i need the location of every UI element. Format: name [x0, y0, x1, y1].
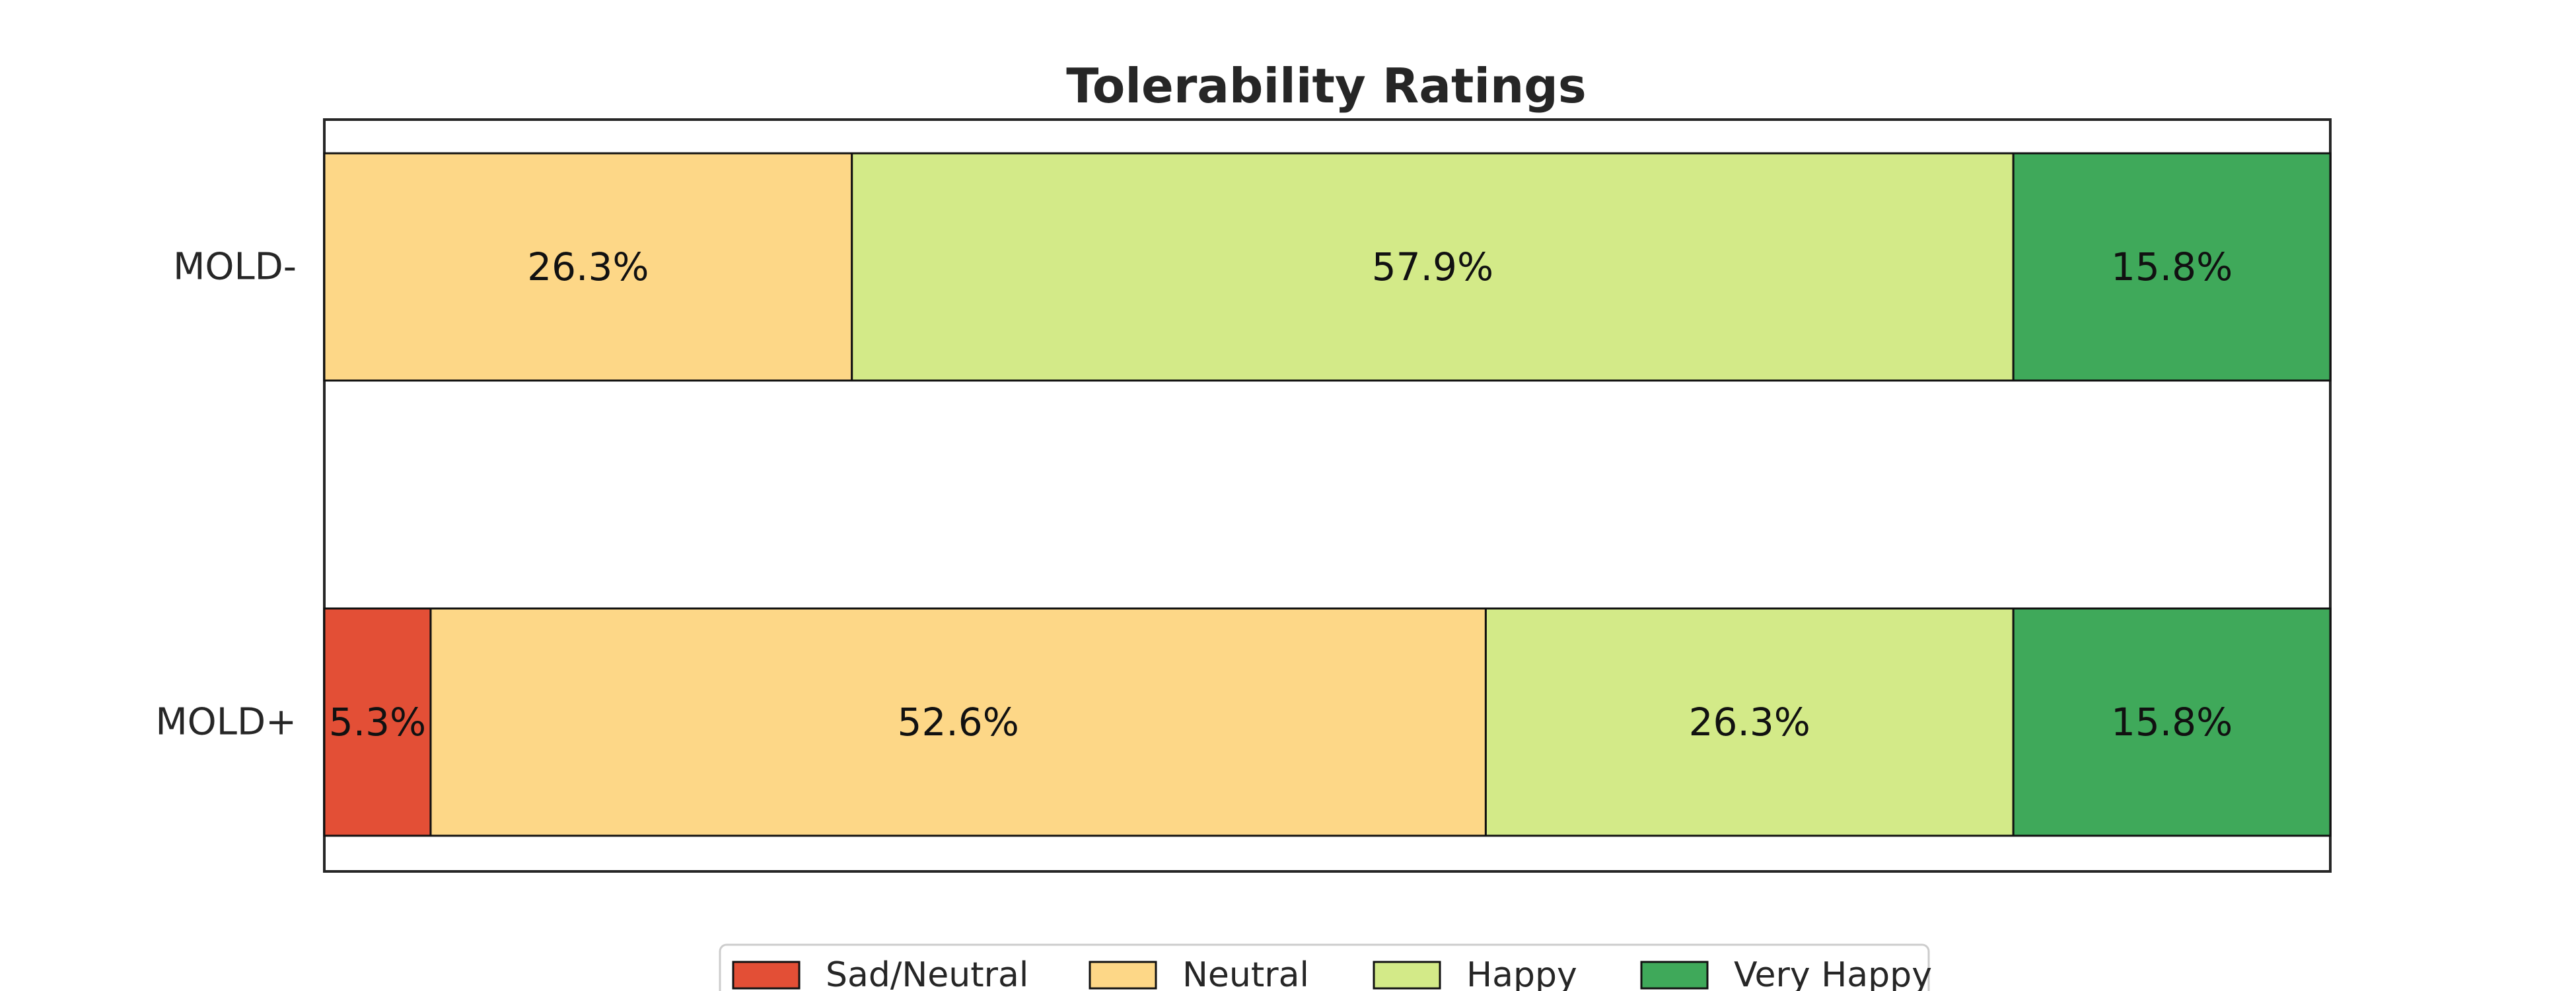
legend-box — [719, 943, 1930, 991]
bar-mold-very-happy — [2012, 152, 2332, 382]
legend-swatch-neutral — [1089, 961, 1157, 990]
legend-label-sad-neutral: Sad/Neutral — [826, 955, 1028, 991]
data-label-mold-very-happy: 15.8% — [2111, 244, 2233, 289]
legend-swatch-sad-neutral — [732, 961, 801, 990]
legend-swatch-happy — [1373, 961, 1441, 990]
data-label-mold-happy: 57.9% — [1372, 244, 1493, 289]
chart-title: Tolerability Ratings — [1066, 58, 1586, 114]
y-tick-label-mold: MOLD- — [173, 246, 297, 289]
y-tick-labels: MOLD- MOLD+ — [155, 246, 297, 744]
legend-swatch-very-happy — [1640, 961, 1709, 990]
legend-label-very-happy: Very Happy — [1734, 955, 1932, 991]
data-label-mold-sad-neutral: 5.3% — [329, 700, 426, 745]
legend-label-happy: Happy — [1466, 955, 1577, 991]
data-label-mold-happy: 26.3% — [1689, 700, 1810, 745]
plot-frame — [323, 118, 2332, 873]
bar-mold-sad-neutral — [323, 607, 432, 837]
y-tick-label-mold: MOLD+ — [155, 701, 297, 744]
bar-mold-neutral — [323, 152, 853, 382]
bars-group: 26.3% 57.9% 15.8% 5.3% 52.6% 26.3% 15.8% — [323, 152, 2332, 837]
data-label-mold-neutral: 52.6% — [898, 700, 1019, 745]
bar-mold-happy — [851, 152, 2015, 382]
legend-label-neutral: Neutral — [1182, 955, 1309, 991]
legend: Sad/Neutral Neutral Happy Very Happy — [719, 943, 1932, 991]
bar-mold-neutral — [429, 607, 1487, 837]
bar-mold-happy — [1484, 607, 2015, 837]
data-label-mold-neutral: 26.3% — [527, 244, 649, 289]
bar-mold-very-happy — [2012, 607, 2332, 837]
data-label-mold-very-happy: 15.8% — [2111, 700, 2233, 745]
